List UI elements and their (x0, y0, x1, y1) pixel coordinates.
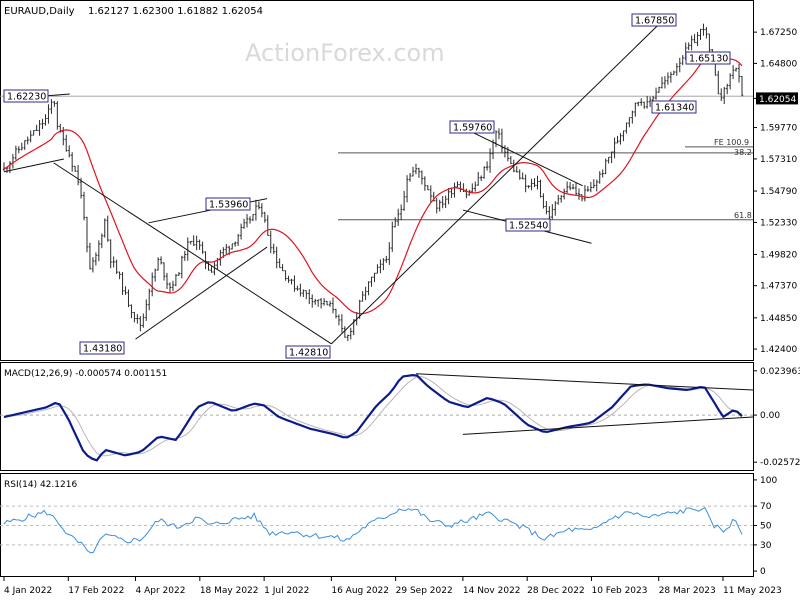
price-axis-label: 1.44850 (760, 314, 797, 324)
price-axis-label: 1.54790 (760, 187, 797, 197)
time-axis-label: 14 Nov 2022 (463, 586, 521, 596)
axis-layer: 1.67250 1.64800 1.62054 1.59770 1.57310 1.547… (3, 28, 800, 596)
time-axis-label: 16 Aug 2022 (331, 586, 389, 596)
time-axis-label: 4 Jan 2022 (4, 586, 52, 596)
price-axis-label: 1.67250 (760, 28, 797, 38)
price-label-box (685, 51, 731, 65)
macd-layer: MACD(12,26,9) -0.000574 0.001151 (0, 369, 754, 462)
time-axis-label: 28 Dec 2022 (527, 586, 585, 596)
macd-trendline (416, 373, 754, 391)
price-label-text: 1.59760 (453, 123, 492, 134)
macd-trendline (462, 416, 754, 435)
rsi-axis-label: 0 (760, 567, 766, 577)
time-axis-label: 1 Jul 2022 (264, 586, 309, 596)
price-label-1-53960: 1.53960 (205, 197, 251, 211)
ohlc-readout: 1.62127 1.62300 1.61882 1.62054 (88, 6, 263, 17)
price-axis-label: 1.59770 (760, 124, 797, 134)
time-axis-label: 18 May 2022 (200, 586, 259, 596)
macd-axis-label: -0.025726 (760, 458, 800, 468)
price-label-text: 1.43180 (83, 344, 122, 355)
macd-signal-line (3, 376, 743, 457)
macd-legend: MACD(12,26,9) -0.000574 0.001151 (4, 369, 167, 379)
time-axis-label: 4 Apr 2022 (136, 586, 186, 596)
time-axis-label: 29 Sep 2022 (396, 586, 453, 596)
price-label-text: 1.62230 (7, 92, 46, 103)
price-label-1-62230: 1.62230 (3, 89, 49, 103)
price-layer: FE 100.938.2 61.8 1.62230 1.43180 1.53960 1.4… (0, 13, 753, 359)
rsi-line (3, 506, 743, 554)
price-axis-label: 1.64800 (760, 59, 797, 69)
symbol-title: EURAUD,Daily (4, 6, 75, 17)
price-axis-label: 1.57310 (760, 155, 797, 165)
price-label-box (505, 218, 551, 232)
trendline (331, 24, 660, 345)
last-price-label: 1.62054 (759, 95, 796, 105)
price-label-box (651, 100, 697, 114)
macd-axis-label: 0.00 (760, 411, 780, 421)
price-label-1-52540: 1.52540 (505, 218, 551, 232)
price-label-box (449, 120, 495, 134)
trendline (135, 246, 268, 340)
macd-panel-frame (0, 362, 754, 471)
moving-average-line (3, 52, 743, 315)
macd-line (3, 373, 743, 462)
price-label-box (79, 341, 125, 355)
level-label: 38.2 (734, 148, 752, 157)
last-price-box (756, 92, 798, 105)
level-label: 61.8 (734, 211, 752, 220)
price-label-1-42810: 1.42810 (285, 345, 331, 359)
price-label-1-61340: 1.61340 (651, 100, 697, 114)
price-label-text: 1.61340 (655, 103, 694, 114)
price-label-text: 1.67850 (635, 16, 674, 27)
price-label-text: 1.53960 (209, 200, 248, 211)
price-label-1-59760: 1.59760 (449, 120, 495, 134)
time-axis-label: 11 May 2023 (723, 586, 782, 596)
price-axis-label: 1.52330 (760, 218, 797, 228)
price-label-box (205, 197, 251, 211)
trendline (53, 162, 332, 345)
price-axis-label: 1.49820 (760, 250, 797, 260)
rsi-axis-label: 70 (760, 502, 772, 512)
rsi-axis-label: 50 (760, 522, 772, 532)
level-label: FE 100.9 (714, 138, 749, 147)
time-axis-label: 17 Feb 2022 (68, 586, 124, 596)
price-panel-frame (0, 0, 754, 361)
rsi-axis-label: 100 (760, 476, 777, 486)
price-label-text: 1.65130 (689, 54, 728, 65)
time-axis-label: 10 Feb 2023 (591, 586, 647, 596)
rsi-legend: RSI(14) 42.1216 (4, 480, 77, 490)
rsi-axis-label: 30 (760, 541, 772, 551)
price-label-text: 1.42810 (289, 348, 328, 359)
price-label-box (3, 89, 49, 103)
candles (2, 23, 744, 342)
price-label-1-67850: 1.67850 (631, 13, 677, 27)
price-label-1-65130: 1.65130 (685, 51, 731, 65)
price-label-1-43180: 1.43180 (79, 341, 125, 355)
macd-axis-label: 0.023963 (760, 367, 800, 377)
watermark: ActionForex.com (245, 39, 445, 67)
trendline (462, 127, 583, 187)
price-label-box (285, 345, 331, 359)
price-label-box (631, 13, 677, 27)
price-label-text: 1.52540 (509, 221, 548, 232)
price-axis-label: 1.47370 (760, 282, 797, 292)
time-axis-label: 28 Mar 2023 (659, 586, 716, 596)
price-axis-label: 1.42400 (760, 345, 797, 355)
trendline (3, 158, 65, 173)
rsi-layer: RSI(14) 42.1216 (0, 480, 753, 554)
